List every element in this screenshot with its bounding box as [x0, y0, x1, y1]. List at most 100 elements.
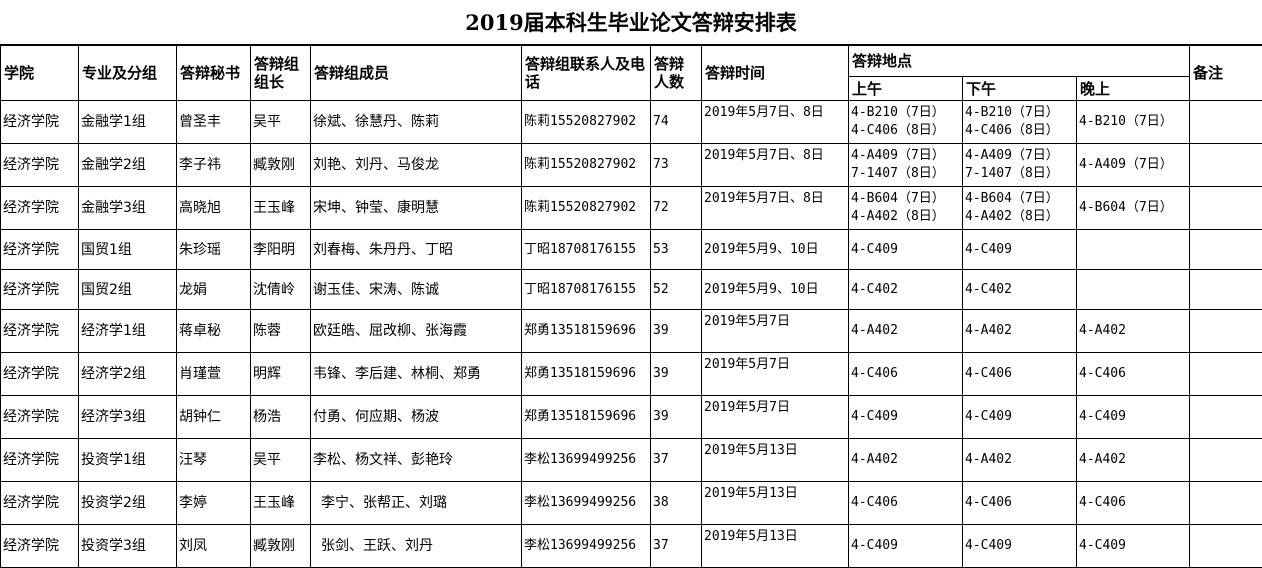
cell-evening: 4-C406 [1077, 482, 1190, 525]
cell-notes [1190, 230, 1262, 270]
cell-time: 2019年5月7日 [702, 396, 849, 439]
cell-evening: 4-A402 [1077, 439, 1190, 482]
sheet-title: 2019届本科生毕业论文答辩安排表 [0, 0, 1262, 45]
header-notes: 备注 [1190, 46, 1262, 101]
cell-evening: 4-C406 [1077, 353, 1190, 396]
cell-contact: 郑勇13518159696 [522, 353, 651, 396]
cell-major: 金融学1组 [79, 101, 177, 144]
cell-time: 2019年5月7日、8日 [702, 187, 849, 230]
cell-leader: 王玉峰 [251, 482, 311, 525]
cell-major: 经济学2组 [79, 353, 177, 396]
location-line: 4-C406（8日） [851, 122, 960, 140]
location-line: 4-C406 [965, 494, 1074, 512]
cell-major: 经济学1组 [79, 310, 177, 353]
location-line: 4-B210（7日） [851, 104, 960, 122]
cell-leader: 吴平 [251, 101, 311, 144]
location-line: 4-C409 [965, 408, 1074, 426]
cell-morning: 4-A409（7日）7-1407（8日） [849, 144, 963, 187]
cell-college: 经济学院 [1, 482, 79, 525]
cell-afternoon: 4-C409 [963, 525, 1077, 568]
header-leader: 答辩组组长 [251, 46, 311, 101]
cell-time: 2019年5月9、10日 [702, 270, 849, 310]
cell-contact: 李松13699499256 [522, 482, 651, 525]
cell-secretary: 高晓旭 [177, 187, 251, 230]
cell-secretary: 刘凤 [177, 525, 251, 568]
header-contact: 答辩组联系人及电话 [522, 46, 651, 101]
cell-evening: 4-A402 [1077, 310, 1190, 353]
cell-notes [1190, 482, 1262, 525]
cell-afternoon: 4-C409 [963, 396, 1077, 439]
cell-members: 李松、杨文祥、彭艳玲 [311, 439, 522, 482]
cell-notes [1190, 525, 1262, 568]
cell-major: 金融学3组 [79, 187, 177, 230]
cell-college: 经济学院 [1, 525, 79, 568]
cell-time: 2019年5月13日 [702, 439, 849, 482]
cell-notes [1190, 101, 1262, 144]
location-line: 4-C409 [851, 537, 960, 555]
header-evening: 晚上 [1077, 77, 1190, 101]
cell-major: 经济学3组 [79, 396, 177, 439]
cell-members: 刘艳、刘丹、马俊龙 [311, 144, 522, 187]
cell-members: 宋坤、钟莹、康明慧 [311, 187, 522, 230]
cell-secretary: 汪琴 [177, 439, 251, 482]
cell-college: 经济学院 [1, 396, 79, 439]
header-time: 答辩时间 [702, 46, 849, 101]
location-line: 4-A402 [851, 451, 960, 469]
cell-secretary: 曾圣丰 [177, 101, 251, 144]
location-line: 4-C406 [851, 365, 960, 383]
cell-evening [1077, 270, 1190, 310]
cell-afternoon: 4-A402 [963, 439, 1077, 482]
header-count: 答辩人数 [651, 46, 702, 101]
cell-leader: 王玉峰 [251, 187, 311, 230]
cell-time: 2019年5月7日、8日 [702, 101, 849, 144]
cell-major: 投资学1组 [79, 439, 177, 482]
location-line: 4-C406 [965, 365, 1074, 383]
cell-leader: 吴平 [251, 439, 311, 482]
header-major: 专业及分组 [79, 46, 177, 101]
cell-leader: 明辉 [251, 353, 311, 396]
cell-afternoon: 4-B210（7日）4-C406（8日） [963, 101, 1077, 144]
cell-college: 经济学院 [1, 187, 79, 230]
cell-evening: 4-A409（7日） [1077, 144, 1190, 187]
location-line: 4-B604（7日） [851, 190, 960, 208]
cell-major: 国贸1组 [79, 230, 177, 270]
cell-secretary: 李婷 [177, 482, 251, 525]
header-members: 答辩组成员 [311, 46, 522, 101]
cell-college: 经济学院 [1, 101, 79, 144]
cell-notes [1190, 187, 1262, 230]
location-line: 4-C402 [851, 281, 960, 299]
cell-afternoon: 4-C406 [963, 353, 1077, 396]
location-line: 4-A409（7日） [965, 147, 1074, 165]
cell-time: 2019年5月9、10日 [702, 230, 849, 270]
cell-count: 72 [651, 187, 702, 230]
cell-secretary: 胡钟仁 [177, 396, 251, 439]
location-line: 4-A402（8日） [851, 208, 960, 226]
cell-count: 52 [651, 270, 702, 310]
cell-evening [1077, 230, 1190, 270]
cell-secretary: 肖瑾萱 [177, 353, 251, 396]
header-morning: 上午 [849, 77, 963, 101]
cell-notes [1190, 310, 1262, 353]
cell-college: 经济学院 [1, 439, 79, 482]
cell-evening: 4-B604（7日） [1077, 187, 1190, 230]
location-line: 4-A402 [965, 451, 1074, 469]
cell-contact: 丁昭18708176155 [522, 270, 651, 310]
cell-morning: 4-B210（7日）4-C406（8日） [849, 101, 963, 144]
cell-secretary: 龙娟 [177, 270, 251, 310]
location-line: 4-C406 [851, 494, 960, 512]
cell-time: 2019年5月7日 [702, 353, 849, 396]
cell-college: 经济学院 [1, 230, 79, 270]
cell-members: 欧廷皓、屈改柳、张海霞 [311, 310, 522, 353]
header-secretary: 答辩秘书 [177, 46, 251, 101]
cell-count: 74 [651, 101, 702, 144]
cell-college: 经济学院 [1, 144, 79, 187]
cell-notes [1190, 353, 1262, 396]
cell-leader: 臧敦刚 [251, 525, 311, 568]
cell-morning: 4-C406 [849, 353, 963, 396]
cell-members: 谢玉佳、宋涛、陈诚 [311, 270, 522, 310]
